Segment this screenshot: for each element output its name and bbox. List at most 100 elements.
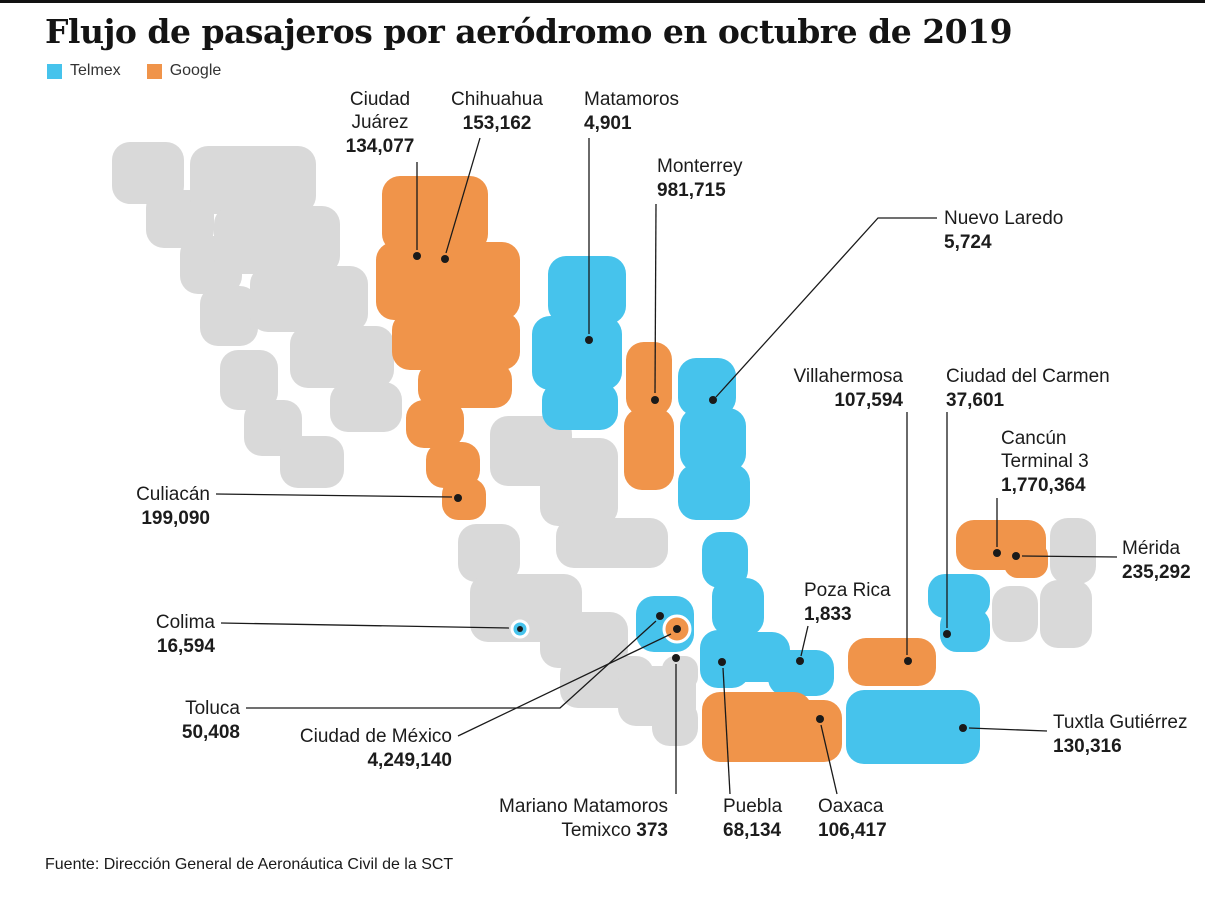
region-quintana-roo	[1040, 518, 1096, 648]
svg-text:1,833: 1,833	[804, 604, 852, 625]
label-tuxtla-gutierrez: Tuxtla Gutiérrez 130,316	[1053, 712, 1187, 757]
leader-colima	[220, 622, 510, 629]
svg-text:1,770,364: 1,770,364	[1001, 475, 1086, 496]
region-baja-california-sur	[220, 350, 344, 488]
svg-text:68,134: 68,134	[723, 820, 782, 841]
svg-text:4,249,140: 4,249,140	[367, 750, 452, 771]
leader-merida	[1021, 555, 1118, 558]
source-note: Fuente: Dirección General de Aeronáutica…	[45, 856, 454, 873]
marker-ciudad-juarez	[413, 252, 421, 260]
label-nuevo-laredo: Nuevo Laredo 5,724	[944, 208, 1063, 253]
marker-merida	[1012, 552, 1020, 560]
svg-text:Juárez: Juárez	[351, 112, 408, 133]
legend: Telmex Google	[47, 62, 221, 80]
svg-text:107,594: 107,594	[834, 390, 903, 411]
label-merida: Mérida 235,292	[1122, 538, 1191, 583]
marker-colima	[517, 626, 523, 632]
svg-text:4,901: 4,901	[584, 113, 632, 134]
svg-text:134,077: 134,077	[346, 136, 415, 157]
svg-text:50,408: 50,408	[182, 722, 240, 743]
label-colima: Colima 16,594	[156, 612, 216, 657]
region-yucatan-sur	[992, 586, 1038, 642]
leader-nuevo-laredo	[715, 217, 937, 398]
marker-tuxtla-gutierrez	[959, 724, 967, 732]
leader-tuxtla-gutierrez	[968, 727, 1048, 732]
svg-text:Cancún: Cancún	[1001, 428, 1067, 449]
svg-text:Nuevo Laredo: Nuevo Laredo	[944, 208, 1063, 229]
svg-text:153,162: 153,162	[463, 113, 532, 134]
label-ciudad-del-carmen: Ciudad del Carmen 37,601	[946, 366, 1110, 411]
svg-text:Ciudad de México: Ciudad de México	[300, 726, 452, 747]
svg-text:Mariano Matamoros: Mariano Matamoros	[499, 796, 668, 817]
svg-text:Puebla: Puebla	[723, 796, 783, 817]
region-yucatan	[956, 520, 1048, 578]
svg-text:Matamoros: Matamoros	[584, 89, 679, 110]
region-morelos	[662, 656, 698, 690]
label-culiacan: Culiacán 199,090	[136, 484, 210, 529]
leader-poza-rica	[800, 625, 809, 657]
svg-text:130,316: 130,316	[1053, 736, 1122, 757]
marker-mariano-matamoros	[672, 654, 680, 662]
label-poza-rica: Poza Rica 1,833	[804, 580, 891, 625]
svg-text:Colima: Colima	[156, 612, 216, 633]
label-matamoros: Matamoros 4,901	[584, 89, 679, 134]
svg-text:Terminal 3: Terminal 3	[1001, 451, 1089, 472]
svg-text:Mérida: Mérida	[1122, 538, 1181, 559]
telmex-swatch-icon	[47, 63, 62, 79]
legend-item-google: Google	[146, 62, 221, 80]
leader-puebla	[722, 667, 731, 795]
svg-text:37,601: 37,601	[946, 390, 1005, 411]
svg-text:Poza Rica: Poza Rica	[804, 580, 891, 601]
legend-item-telmex: Telmex	[47, 62, 121, 80]
svg-text:Tuxtla Gutiérrez: Tuxtla Gutiérrez	[1053, 712, 1187, 733]
svg-text:Villahermosa: Villahermosa	[794, 366, 904, 387]
marker-villahermosa	[904, 657, 912, 665]
google-swatch-icon	[146, 63, 162, 79]
label-villahermosa: Villahermosa 107,594	[794, 366, 904, 411]
label-monterrey: Monterrey 981,715	[657, 156, 743, 201]
marker-nuevo-laredo	[709, 396, 717, 404]
legend-label-telmex: Telmex	[70, 62, 121, 79]
svg-text:16,594: 16,594	[157, 636, 216, 657]
svg-text:Ciudad del Carmen: Ciudad del Carmen	[946, 366, 1110, 387]
svg-text:199,090: 199,090	[141, 508, 210, 529]
svg-text:Monterrey: Monterrey	[657, 156, 743, 177]
svg-text:Oaxaca: Oaxaca	[818, 796, 884, 817]
leader-ciudad-de-mexico	[457, 633, 672, 737]
marker-poza-rica	[796, 657, 804, 665]
label-chihuahua: Chihuahua 153,162	[451, 89, 543, 134]
region-oaxaca	[702, 692, 842, 762]
marker-matamoros	[585, 336, 593, 344]
svg-text:235,292: 235,292	[1122, 562, 1191, 583]
region-tabasco	[848, 638, 936, 686]
marker-cancun	[993, 549, 1001, 557]
region-zacatecas-san-luis	[540, 438, 668, 568]
leader-monterrey	[654, 203, 657, 394]
svg-text:Temixco 373: Temixco 373	[561, 820, 668, 841]
label-mariano-matamoros: Mariano Matamoros Temixco 373	[499, 796, 668, 841]
leader-oaxaca	[820, 724, 838, 795]
region-puebla-veracruz	[700, 532, 834, 696]
label-oaxaca: Oaxaca 106,417	[818, 796, 887, 841]
label-ciudad-de-mexico: Ciudad de México 4,249,140	[300, 726, 452, 771]
region-nayarit-jalisco	[458, 524, 628, 668]
region-sinaloa	[406, 400, 486, 520]
svg-text:Chihuahua: Chihuahua	[451, 89, 543, 110]
svg-text:981,715: 981,715	[657, 180, 726, 201]
marker-culiacan	[454, 494, 462, 502]
top-rule	[0, 0, 1205, 3]
svg-text:106,417: 106,417	[818, 820, 887, 841]
svg-text:Culiacán: Culiacán	[136, 484, 210, 505]
marker-chihuahua	[441, 255, 449, 263]
aerodrome-markers	[413, 252, 1020, 732]
region-campeche	[928, 574, 990, 652]
marker-monterrey	[651, 396, 659, 404]
leader-chihuahua	[445, 137, 481, 254]
region-sonora	[190, 146, 402, 432]
marker-toluca	[656, 612, 664, 620]
region-nuevo-leon	[624, 342, 674, 490]
